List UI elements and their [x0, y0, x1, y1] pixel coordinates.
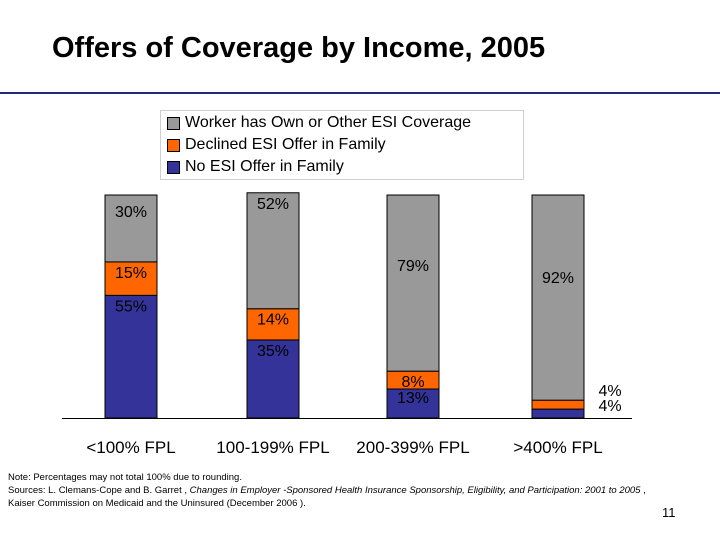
- legend-swatch-no-offer: [167, 160, 180, 174]
- slide-title: Offers of Coverage by Income, 2005: [52, 32, 546, 64]
- bar-declined-esi-offer-in-family-4: [531, 399, 585, 410]
- x-tick-label-4: >400% FPL: [513, 438, 602, 457]
- legend-label-own-coverage: Worker has Own or Other ESI Coverage: [185, 114, 472, 131]
- data-label-worker-has-own-or-other-esi-coverage-3: 79%: [397, 258, 429, 275]
- x-tick-label-2: 100-199% FPL: [216, 438, 329, 457]
- data-label-worker-has-own-or-other-esi-coverage-2: 52%: [257, 196, 289, 213]
- title-divider: [0, 92, 720, 94]
- bar-no-esi-offer-in-family-2: [246, 339, 300, 419]
- data-label-declined-esi-offer-in-family-4: 4%: [598, 383, 621, 400]
- x-tick-label-1: <100% FPL: [86, 438, 175, 457]
- bar-no-esi-offer-in-family-3: [386, 388, 440, 419]
- data-label-declined-esi-offer-in-family-2: 14%: [257, 312, 289, 329]
- sources-prefix: Sources: L. Clemans-Cope and B. Garret ,: [8, 485, 190, 496]
- legend-swatch-own-coverage: [167, 116, 180, 130]
- data-label-no-esi-offer-in-family-4: 4%: [598, 398, 621, 415]
- data-label-no-esi-offer-in-family-1: 55%: [115, 298, 147, 315]
- rounding-note: Note: Percentages may not total 100% due…: [8, 472, 242, 483]
- legend-label-no-offer: No ESI Offer in Family: [185, 158, 344, 175]
- page-number: 11: [662, 505, 676, 520]
- data-label-worker-has-own-or-other-esi-coverage-4: 92%: [542, 270, 574, 287]
- chart-legend: Worker has Own or Other ESI Coverage Dec…: [160, 110, 524, 180]
- sources-note: Sources: L. Clemans-Cope and B. Garret ,…: [8, 484, 648, 510]
- sources-suffix: , Kaiser Commission on Medicaid and the …: [8, 485, 646, 509]
- footnotes: Note: Percentages may not total 100% due…: [8, 471, 648, 510]
- legend-label-declined: Declined ESI Offer in Family: [185, 136, 386, 153]
- legend-swatch-declined: [167, 138, 180, 152]
- bar-no-esi-offer-in-family-4: [531, 408, 585, 419]
- data-label-declined-esi-offer-in-family-3: 8%: [401, 374, 424, 391]
- sources-report-title: Changes in Employer -Sponsored Health In…: [189, 485, 641, 496]
- bar-worker-has-own-or-other-esi-coverage-4: [531, 194, 585, 401]
- data-label-worker-has-own-or-other-esi-coverage-1: 30%: [115, 204, 147, 221]
- bar-worker-has-own-or-other-esi-coverage-2: [246, 192, 300, 310]
- bar-no-esi-offer-in-family-1: [104, 294, 158, 419]
- data-label-no-esi-offer-in-family-2: 35%: [257, 343, 289, 360]
- legend-item-no-offer: No ESI Offer in Family: [167, 157, 344, 177]
- data-label-no-esi-offer-in-family-3: 13%: [397, 390, 429, 407]
- legend-item-own-coverage: Worker has Own or Other ESI Coverage: [167, 113, 471, 133]
- x-tick-label-3: 200-399% FPL: [356, 438, 469, 457]
- legend-item-declined: Declined ESI Offer in Family: [167, 135, 386, 155]
- data-label-declined-esi-offer-in-family-1: 15%: [115, 265, 147, 282]
- bar-worker-has-own-or-other-esi-coverage-1: [104, 194, 158, 263]
- bar-declined-esi-offer-in-family-2: [246, 308, 300, 341]
- bar-worker-has-own-or-other-esi-coverage-3: [386, 194, 440, 372]
